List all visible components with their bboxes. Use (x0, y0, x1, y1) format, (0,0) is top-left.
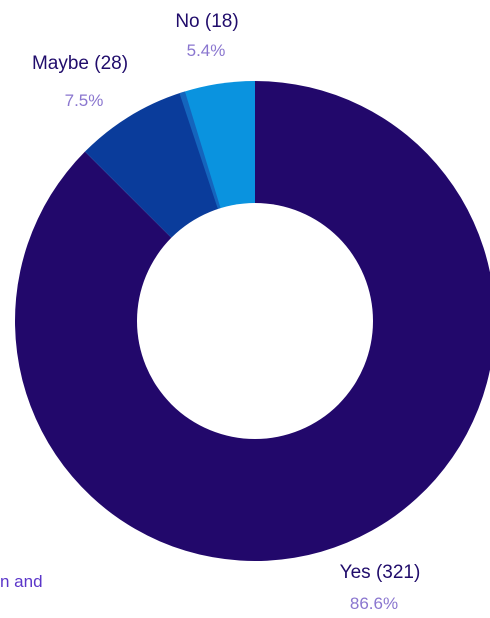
label-no: No (18) (175, 11, 238, 32)
label-maybe: Maybe (28) (32, 53, 128, 74)
label-yes: Yes (321) (340, 562, 421, 583)
clipped-annotation: n and (0, 572, 43, 591)
donut-hole (137, 203, 373, 439)
pct-yes: 86.6% (350, 594, 398, 613)
pct-no: 5.4% (187, 41, 226, 60)
pct-maybe: 7.5% (65, 91, 104, 110)
